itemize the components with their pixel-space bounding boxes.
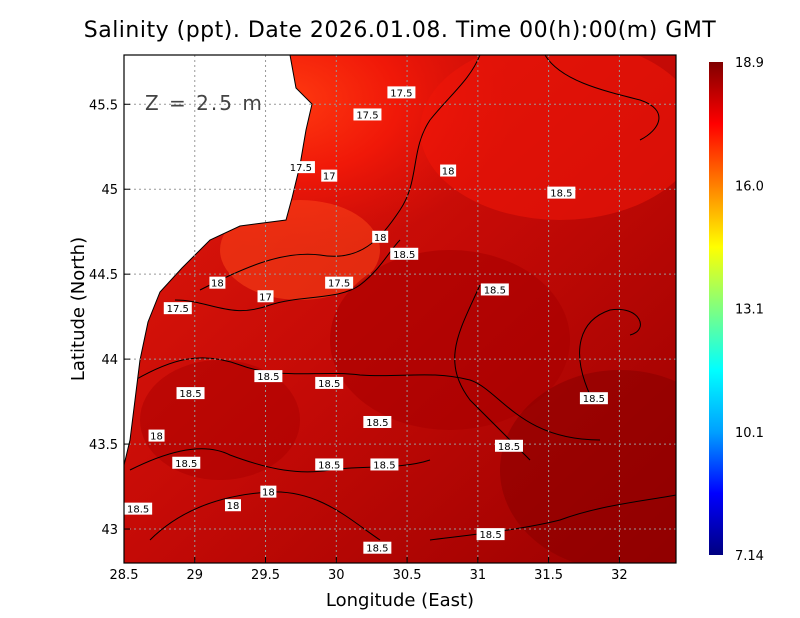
y-tick-label: 43.5: [89, 438, 118, 453]
y-tick-label: 44: [101, 353, 118, 368]
contour-label-text: 18.5: [479, 530, 501, 541]
contour-label-text: 17.5: [290, 163, 312, 174]
contour-label: 18.5: [363, 541, 392, 555]
contour-label-text: 18: [374, 233, 387, 244]
y-tick-label: 44.5: [89, 268, 118, 283]
contour-label: 18.5: [254, 370, 283, 383]
grid-lines: [124, 55, 676, 563]
contour-label-text: 17.5: [390, 88, 412, 99]
contour-label-text: 18: [150, 432, 163, 443]
x-tick-label: 32: [611, 568, 628, 583]
map-title: Salinity (ppt). Date 2026.01.08. Time 00…: [83, 18, 717, 43]
contour-label-text: 18.5: [550, 189, 572, 200]
contour-label: 18.5: [370, 458, 399, 471]
contour-label-text: 17.5: [328, 279, 350, 290]
contour-label: 17.5: [286, 161, 315, 174]
y-axis-label: Latitude (North): [68, 237, 89, 381]
contour-label-text: 17: [323, 172, 336, 183]
depth-label: Z = 2.5 m: [145, 91, 264, 115]
x-tick-label: 28.5: [110, 568, 139, 583]
x-tick-label: 30: [328, 568, 345, 583]
contour-label-text: 18.5: [498, 442, 520, 453]
x-tick-label: 31: [470, 568, 487, 583]
contour-label: 17.5: [163, 302, 192, 315]
y-tick-label: 43: [101, 523, 118, 538]
contour-label: 18.5: [476, 528, 505, 541]
land-mass: [124, 55, 313, 466]
contour-label-text: 18.5: [583, 394, 605, 405]
plot-frame: [123, 54, 677, 564]
contour-label-text: 18: [227, 501, 240, 512]
x-tick-label: 29.5: [251, 568, 280, 583]
colorbar-tick-label: 7.14: [735, 549, 764, 564]
x-axis-label: Longitude (East): [326, 590, 474, 611]
contour-label: 18: [224, 499, 241, 512]
x-tick-label: 29: [186, 568, 203, 583]
colorbar-tick-label: 10.1: [735, 426, 764, 441]
contour-label: 18: [209, 276, 226, 290]
y-tick-label: 45.5: [89, 98, 118, 113]
contour-label-text: 18: [211, 279, 224, 290]
contour-label-text: 18.5: [366, 418, 388, 429]
x-axis-ticks: 28.5 29 29.5 30 30.5 31 31.5 32: [110, 557, 628, 583]
contour-label: 18: [440, 164, 457, 178]
colorbar-tick-label: 16.0: [735, 179, 764, 194]
contour-label-text: 18.5: [179, 389, 201, 400]
contour-label: 18: [148, 429, 165, 443]
contour-label-text: 17.5: [167, 304, 189, 315]
colorbar-tick-label: 13.1: [735, 303, 764, 318]
contour-label-text: 18.5: [484, 285, 506, 296]
contour-label-text: 18: [262, 488, 275, 499]
contour-label: 18.5: [547, 186, 576, 200]
contour-labels: 17.5 17.5 17.5 17 18 18.5 18 18.5 18 17 17.5 18.5 17…: [124, 86, 608, 555]
contour-label: 18.5: [172, 456, 201, 470]
colorbar-tick-label: 18.9: [735, 56, 764, 71]
contour-label-text: 17.5: [356, 110, 378, 121]
contour-label-text: 18.5: [393, 250, 415, 261]
contour-label: 17: [321, 169, 338, 183]
contour-label-text: 18.5: [318, 460, 340, 471]
contour-label-text: 18.5: [175, 459, 197, 470]
contour-label: 18.5: [363, 415, 392, 429]
contour-label: 18.5: [315, 376, 344, 390]
contour-label: 18.5: [176, 387, 205, 400]
contour-label: 18: [260, 485, 277, 499]
contour-label: 18.5: [579, 392, 608, 405]
colorbar: [709, 62, 723, 555]
contour-label: 18: [372, 230, 389, 244]
contour-label: 17: [257, 290, 274, 303]
salinity-field: 17.5 17.5 17.5 17 18 18.5 18 18.5 18 17 17.5 18.5 17…: [124, 55, 676, 563]
contour-label-text: 17: [259, 292, 272, 303]
y-tick-label: 45: [101, 183, 118, 198]
contour-label: 18.5: [124, 502, 153, 516]
contour-label: 18.5: [390, 247, 419, 261]
contour-label-text: 18.5: [127, 505, 149, 516]
contour-label: 18.5: [315, 458, 344, 471]
x-tick-label: 31.5: [534, 568, 563, 583]
x-tick-label: 30.5: [393, 568, 422, 583]
contour-label: 17.5: [387, 86, 416, 99]
contour-label-text: 18: [442, 167, 455, 178]
contour-label: 18.5: [494, 439, 523, 453]
contour-label-text: 18.5: [366, 544, 388, 555]
contour-label: 18.5: [480, 283, 509, 296]
contour-label: 17.5: [353, 108, 382, 121]
contour-label-text: 18.5: [373, 460, 395, 471]
colorbar-ticks: 18.9 16.0 13.1 10.1 7.14: [735, 56, 764, 564]
contour-label-text: 18.5: [318, 379, 340, 390]
contour-label: 17.5: [325, 276, 354, 290]
y-axis-ticks: 45.5 45 44.5 44 43.5 43: [89, 98, 130, 538]
contour-label-text: 18.5: [257, 372, 279, 383]
